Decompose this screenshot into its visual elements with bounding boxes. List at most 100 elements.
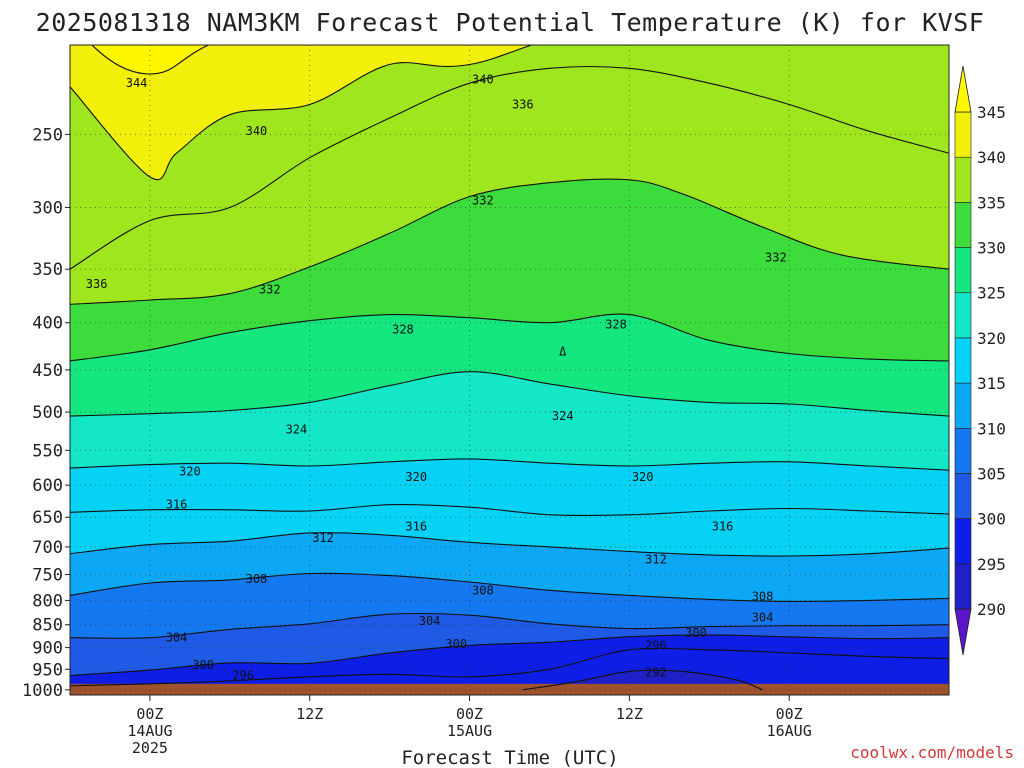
contour-label: 340 — [246, 124, 268, 138]
contour-label: 300 — [685, 626, 707, 640]
colorbar: 290 295 300 305 310 315 320 325 330 335 340 345 — [954, 65, 1006, 656]
contour-label: 308 — [752, 589, 774, 603]
x-tick-label: 14AUG — [127, 722, 172, 740]
colorbar-segment — [954, 156, 972, 203]
isentrope-312 — [70, 532, 949, 557]
isentrope-328 — [70, 313, 949, 362]
contour-label: 300 — [445, 637, 467, 651]
isentrope-340 — [70, 45, 533, 181]
y-tick-label: 450 — [32, 361, 63, 381]
contour-label: 296 — [645, 638, 667, 652]
contour-label: 308 — [246, 572, 268, 586]
contour-label: 316 — [712, 519, 734, 533]
isentrope-332 — [70, 178, 949, 305]
colorbar-label: 300 — [977, 510, 1006, 529]
x-tick-label: 00Z — [456, 705, 483, 723]
x-tick-label: 00Z — [136, 705, 163, 723]
colorbar-segment — [954, 247, 972, 294]
y-tick-label: 700 — [32, 538, 63, 558]
isentrope-324 — [70, 371, 949, 417]
y-tick-label: 250 — [32, 125, 63, 145]
contour-label: 336 — [512, 97, 534, 111]
contour-label: 304 — [166, 631, 188, 645]
colorbar-max-arrow — [954, 65, 972, 113]
contour-label: 320 — [632, 470, 654, 484]
colorbar-segment — [954, 292, 972, 339]
y-tick-label: 800 — [32, 591, 63, 611]
contour-label: 304 — [752, 611, 774, 625]
x-tick-label: 12Z — [296, 705, 323, 723]
annotation-mark: Δ — [559, 345, 567, 359]
y-tick-label: 300 — [32, 198, 63, 218]
contour-label: 320 — [405, 470, 427, 484]
colorbar-segment — [954, 337, 972, 384]
y-tick-label: 1000 — [22, 681, 63, 701]
contour-label: 296 — [232, 669, 254, 683]
contour-label: 332 — [259, 282, 281, 296]
colorbar-segment — [954, 473, 972, 519]
x-tick-label: 00Z — [776, 705, 803, 723]
isentrope-320 — [70, 458, 949, 471]
colorbar-label: 305 — [977, 464, 1006, 483]
contour-label: 300 — [192, 658, 214, 672]
isentrope-lines — [70, 45, 949, 691]
x-tick-label: 12Z — [616, 705, 643, 723]
chart-title: 2025081318 NAM3KM Forecast Potential Tem… — [36, 8, 985, 37]
colorbar-label: 335 — [977, 193, 1006, 212]
colorbar-segment — [954, 111, 972, 158]
colorbar-label: 330 — [977, 239, 1006, 258]
colorbar-segment — [954, 382, 972, 429]
colorbar-label: 320 — [977, 329, 1006, 348]
y-tick-label: 850 — [32, 616, 63, 636]
contour-label: 304 — [419, 614, 441, 628]
colorbar-segment — [954, 518, 972, 565]
colorbar-min-arrow — [954, 608, 972, 656]
contour-label: 292 — [645, 666, 667, 680]
contour-label: 328 — [392, 323, 414, 337]
y-tick-label: 350 — [32, 260, 63, 280]
isentrope-300 — [70, 634, 949, 677]
temperature-fills — [70, 45, 949, 695]
isentrope-336 — [70, 65, 949, 270]
y-tick-label: 950 — [32, 660, 63, 680]
y-tick-label: 650 — [32, 508, 63, 528]
colorbar-label: 325 — [977, 284, 1006, 303]
contour-label: 336 — [86, 277, 108, 291]
annotations: Δ — [559, 345, 567, 359]
credit-link[interactable]: coolwx.com/models — [850, 743, 1014, 762]
plot-area: 344 340 340 336 336 332 332 332 328 328 324 324 320 3… — [70, 45, 949, 695]
y-tick-label: 500 — [32, 403, 63, 423]
contour-label: 332 — [765, 251, 787, 265]
contour-labels: 344 340 340 336 336 332 332 332 328 328 324 324 320 3… — [86, 73, 787, 683]
y-tick-label: 900 — [32, 639, 63, 659]
x-tick-label: 2025 — [132, 739, 168, 757]
y-tick-label: 750 — [32, 566, 63, 586]
contour-label: 328 — [605, 318, 627, 332]
colorbar-segment — [954, 427, 972, 474]
contour-label: 316 — [405, 519, 427, 533]
y-tick-label: 600 — [32, 476, 63, 496]
colorbar-label: 290 — [977, 600, 1006, 619]
colorbar-label: 340 — [977, 148, 1006, 167]
y-tick-label: 400 — [32, 314, 63, 334]
isentrope-344 — [91, 45, 210, 75]
y-tick-label: 550 — [32, 441, 63, 461]
gridlines — [70, 45, 949, 695]
ground-surface — [70, 683, 949, 695]
contour-label: 320 — [179, 465, 201, 479]
x-axis-label: Forecast Time (UTC) — [401, 747, 618, 768]
contour-label: 316 — [166, 498, 188, 512]
colorbar-label: 295 — [977, 555, 1006, 574]
contour-label: 312 — [645, 552, 667, 566]
isentrope-308 — [70, 572, 949, 602]
contour-label: 308 — [472, 583, 494, 597]
contour-label: 344 — [126, 76, 148, 90]
isentrope-292 — [522, 669, 763, 691]
contour-label: 324 — [286, 422, 308, 436]
colorbar-label: 345 — [977, 103, 1006, 122]
isentrope-304 — [70, 612, 949, 639]
contour-label: 324 — [552, 409, 574, 423]
contour-label: 312 — [312, 531, 334, 545]
y-axis: 250 300 350 400 450 500 550 600 650 700 750 800 850 9… — [22, 125, 70, 701]
